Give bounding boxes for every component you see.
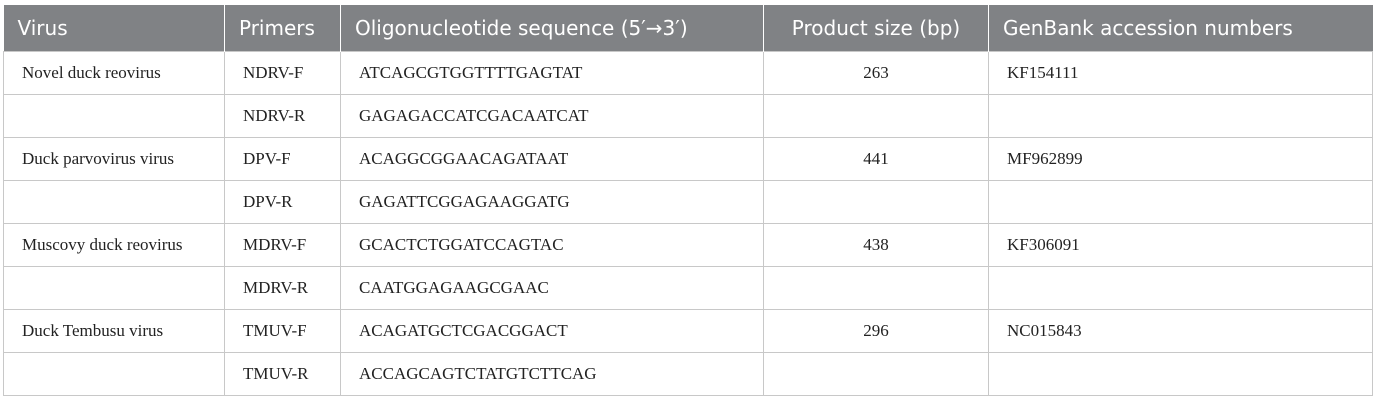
empty-cell — [3, 266, 225, 310]
table-row: NDRV-R GAGAGACCATCGACAATCAT — [3, 94, 1373, 138]
table-cell: GAGAGACCATCGACAATCAT — [340, 94, 764, 138]
header-cell: Oligonucleotide sequence (5′→3′) — [340, 5, 764, 52]
table-row: Duck parvovirus virus DPV-F ACAGGCGGAACAGA… — [3, 137, 1373, 181]
empty-cell — [3, 94, 225, 138]
table-row: Muscovy duck reovirus MDRV-F GCACTCTGGATCC… — [3, 223, 1373, 267]
empty-cell — [763, 94, 989, 138]
table-cell: CAATGGAGAAGCGAAC — [340, 266, 764, 310]
table-cell: Duck parvovirus virus — [3, 137, 225, 181]
table-cell: TMUV-F — [224, 309, 341, 353]
table-cell: Muscovy duck reovirus — [3, 223, 225, 267]
table-cell: GCACTCTGGATCCAGTAC — [340, 223, 764, 267]
header-cell: Product size (bp) — [763, 5, 989, 52]
table-cell: ACAGATGCTCGACGGACT — [340, 309, 764, 353]
header-row: Virus Primers Oligonucleotide sequence (5′… — [3, 5, 1373, 52]
table-cell: 263 — [763, 51, 989, 95]
table-cell: ACAGGCGGAACAGATAAT — [340, 137, 764, 181]
header-cell: Virus — [3, 5, 225, 52]
table-cell: MDRV-R — [224, 266, 341, 310]
empty-cell — [988, 94, 1373, 138]
primer-table: Virus Primers Oligonucleotide sequence (5′… — [3, 5, 1373, 396]
table-cell: MF962899 — [988, 137, 1373, 181]
table-row: DPV-R GAGATTCGGAGAAGGATG — [3, 180, 1373, 224]
table-cell: 438 — [763, 223, 989, 267]
table-row: Duck Tembusu virus TMUV-F ACAGATGCTCGACGGA… — [3, 309, 1373, 353]
table-row: Novel duck reovirus NDRV-F ATCAGCGTGGTTTTG… — [3, 51, 1373, 95]
table-cell: NDRV-R — [224, 94, 341, 138]
table-cell: 296 — [763, 309, 989, 353]
empty-cell — [763, 266, 989, 310]
table-cell: ATCAGCGTGGTTTTGAGTAT — [340, 51, 764, 95]
empty-cell — [988, 352, 1373, 396]
table-body: Novel duck reovirus NDRV-F ATCAGCGTGGTTTTG… — [3, 51, 1373, 396]
table-cell: NC015843 — [988, 309, 1373, 353]
empty-cell — [988, 266, 1373, 310]
table-cell: NDRV-F — [224, 51, 341, 95]
table-cell: GAGATTCGGAGAAGGATG — [340, 180, 764, 224]
empty-cell — [763, 180, 989, 224]
empty-cell — [763, 352, 989, 396]
table-cell: 441 — [763, 137, 989, 181]
header-cell: GenBank accession numbers — [988, 5, 1373, 52]
table-cell: DPV-R — [224, 180, 341, 224]
table-cell: KF306091 — [988, 223, 1373, 267]
table-cell: KF154111 — [988, 51, 1373, 95]
empty-cell — [3, 180, 225, 224]
table-row: TMUV-R ACCAGCAGTCTATGTCTTCAG — [3, 352, 1373, 396]
table-container: Virus Primers Oligonucleotide sequence (5′… — [3, 5, 1373, 396]
table-cell: DPV-F — [224, 137, 341, 181]
table-cell: Duck Tembusu virus — [3, 309, 225, 353]
empty-cell — [988, 180, 1373, 224]
table-cell: ACCAGCAGTCTATGTCTTCAG — [340, 352, 764, 396]
table-cell: Novel duck reovirus — [3, 51, 225, 95]
table-cell: MDRV-F — [224, 223, 341, 267]
header-cell: Primers — [224, 5, 341, 52]
table-cell: TMUV-R — [224, 352, 341, 396]
table-row: MDRV-R CAATGGAGAAGCGAAC — [3, 266, 1373, 310]
empty-cell — [3, 352, 225, 396]
